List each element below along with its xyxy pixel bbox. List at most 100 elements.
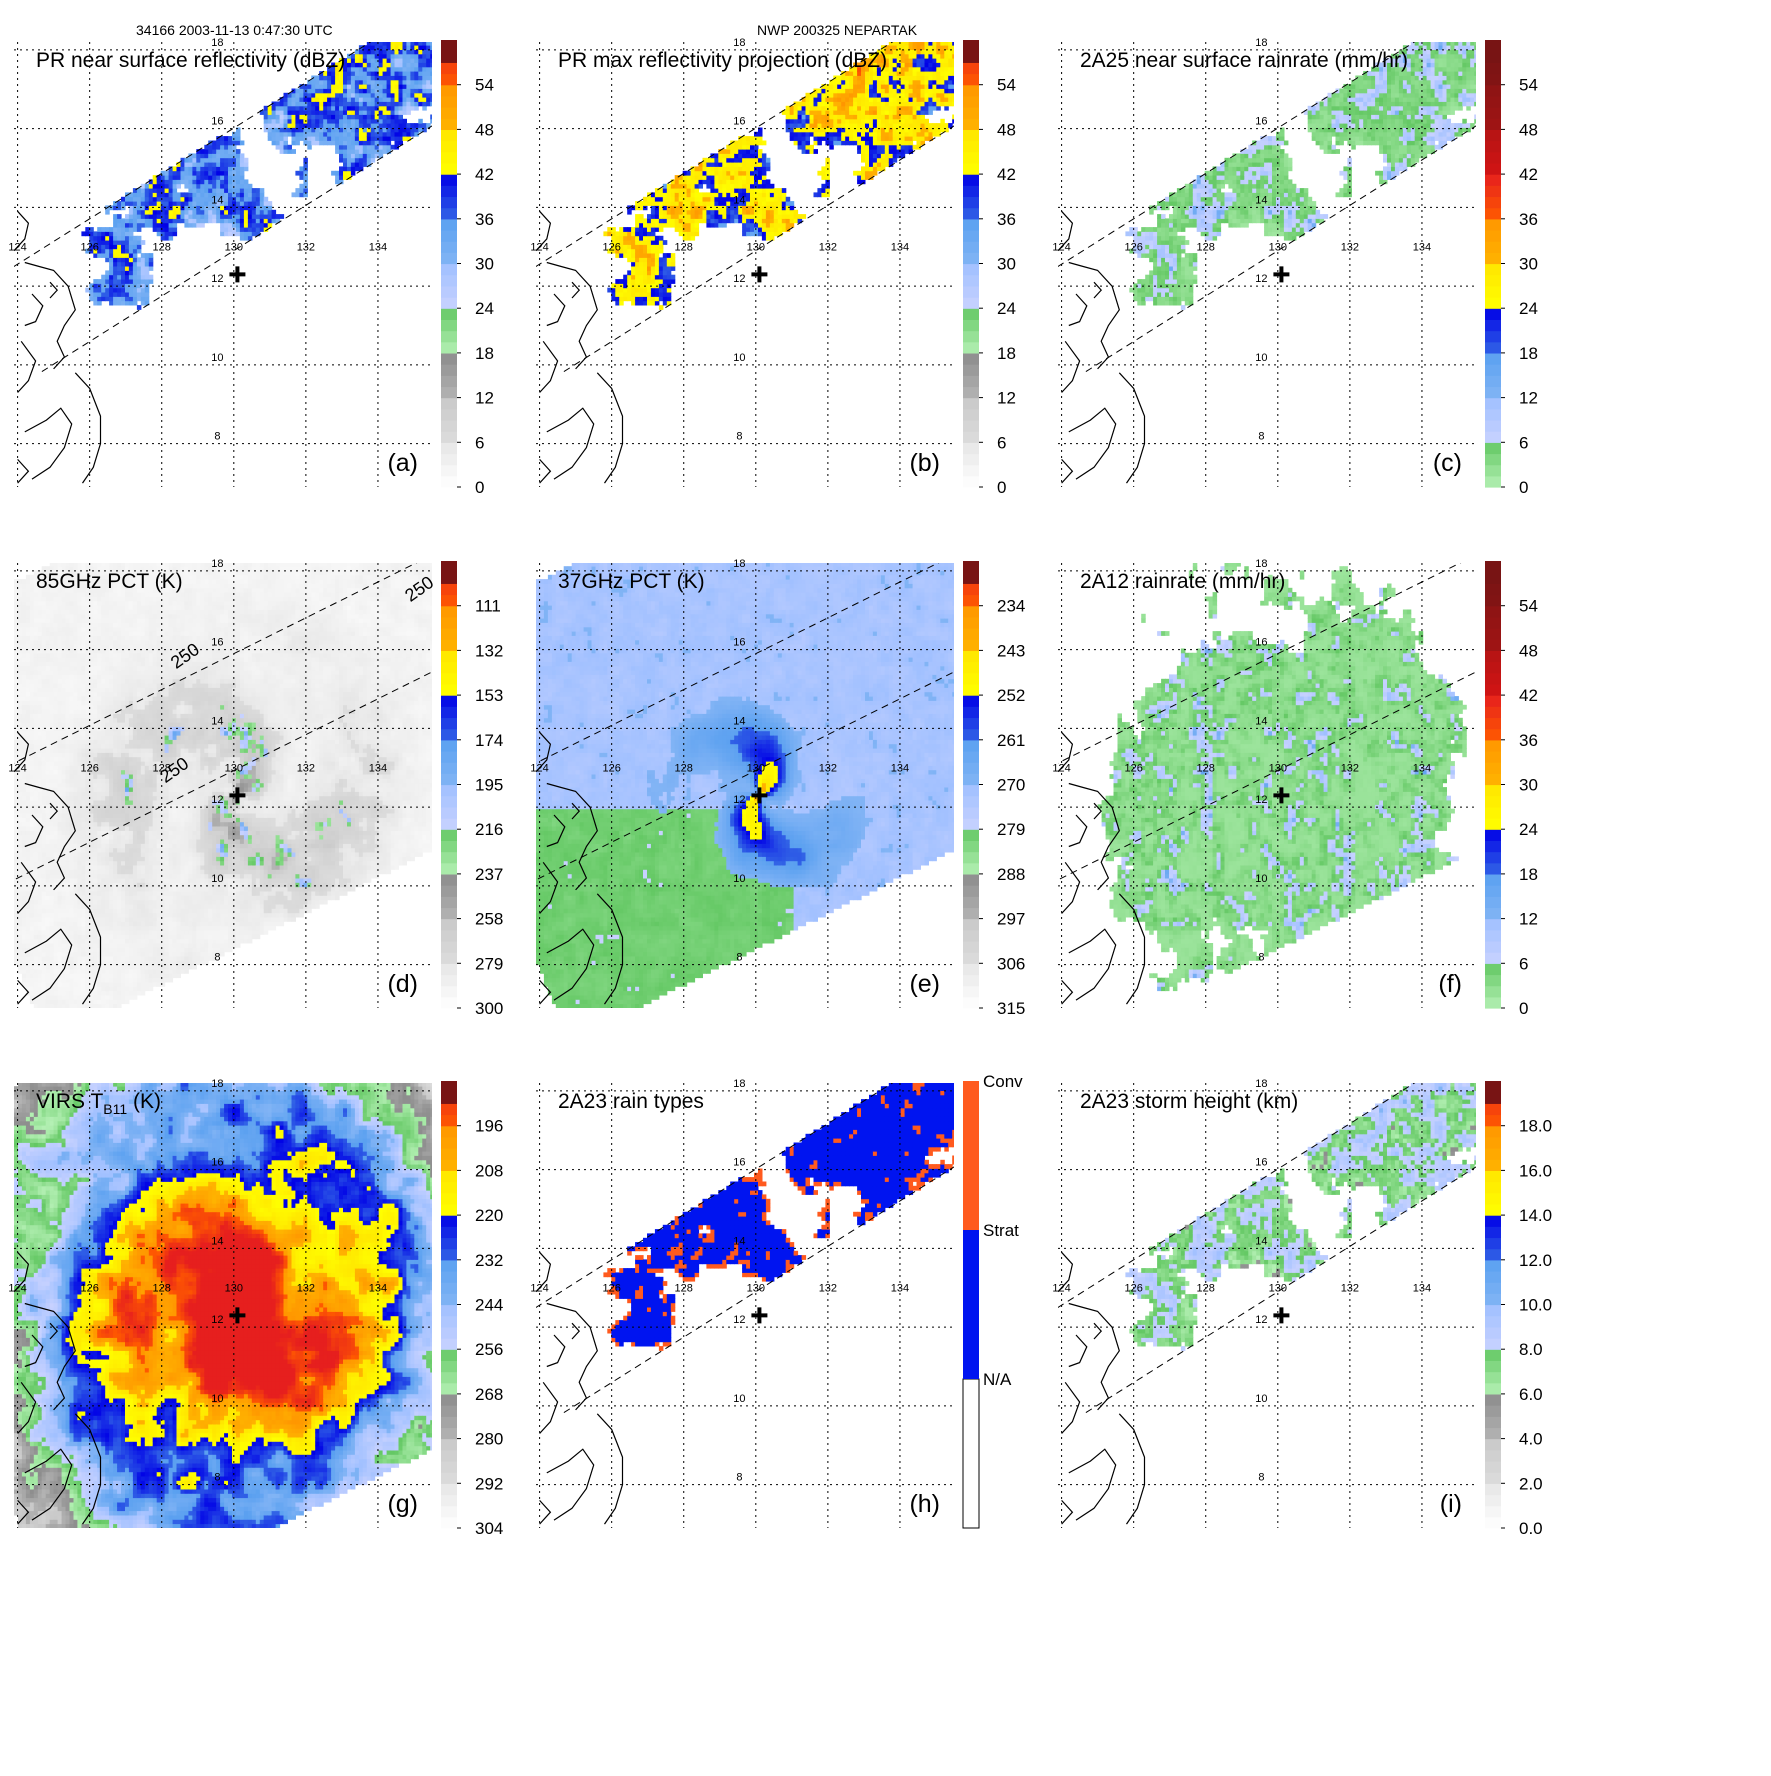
swath-cell <box>1272 179 1277 184</box>
swath-cell <box>905 58 910 63</box>
swath-cell <box>1252 171 1257 176</box>
colorbar-segment <box>441 275 457 287</box>
swath-cell <box>1260 171 1265 176</box>
swath-cell <box>145 275 150 280</box>
swath-cell <box>1415 136 1420 141</box>
swath-cell <box>909 110 914 115</box>
swath-cell <box>1185 214 1190 219</box>
swath-cell <box>857 145 862 150</box>
swath-cell <box>699 175 704 180</box>
swath-cell <box>220 149 225 154</box>
colorbar-segment <box>441 409 457 421</box>
swath-cell <box>1264 162 1269 167</box>
swath-cell <box>113 257 118 262</box>
swath-cell <box>347 132 352 137</box>
swath-cell <box>1403 162 1408 167</box>
swath-cell <box>1185 192 1190 197</box>
swath-cell <box>1339 93 1344 98</box>
swath-cell <box>1312 210 1317 215</box>
swath-cell <box>1244 197 1249 202</box>
swath-cell <box>1415 41 1420 46</box>
swath-cell <box>746 223 751 228</box>
swath-cell <box>184 214 189 219</box>
swath-cell <box>125 292 130 297</box>
swath-cell <box>928 102 933 107</box>
swath-cell <box>1280 175 1285 180</box>
swath-cell <box>181 171 186 176</box>
swath-cell <box>1209 231 1214 236</box>
swath-cell <box>1300 192 1305 197</box>
swath-cell <box>730 179 735 184</box>
swath-cell <box>881 119 886 124</box>
swath-cell <box>893 54 898 59</box>
swath-cell <box>952 102 957 107</box>
swath-cell <box>1367 141 1372 146</box>
swath-cell <box>1280 223 1285 228</box>
swath-cell <box>742 153 747 158</box>
swath-cell <box>137 275 142 280</box>
swath-cell <box>829 97 834 102</box>
swath-cell <box>691 227 696 232</box>
swath-cell <box>1383 110 1388 115</box>
swath-cell <box>129 231 134 236</box>
swath-b <box>603 41 956 310</box>
swath-cell <box>1411 76 1416 81</box>
swath-cell <box>710 192 715 197</box>
swath-cell <box>399 71 404 76</box>
swath-cell <box>1193 262 1198 267</box>
swath-cell <box>738 158 743 163</box>
swath-cell <box>917 136 922 141</box>
swath-cell <box>1296 227 1301 232</box>
coastline <box>572 282 579 298</box>
swath-cell <box>643 201 648 206</box>
swath-cell <box>395 119 400 124</box>
swath-cell <box>921 54 926 59</box>
swath-cell <box>1343 184 1348 189</box>
swath-cell <box>295 93 300 98</box>
swath-cell <box>861 89 866 94</box>
swath-cell <box>817 106 822 111</box>
swath-cell <box>1225 214 1230 219</box>
swath-cell <box>1256 145 1261 150</box>
swath-cell <box>121 296 126 301</box>
swath-cell <box>97 227 102 232</box>
swath-cell <box>319 93 324 98</box>
swath-cell <box>410 54 415 59</box>
swath-cell <box>141 301 146 306</box>
swath-cell <box>141 201 146 206</box>
swath-cell <box>655 236 660 241</box>
swath-cell <box>619 288 624 293</box>
swath-cell <box>627 292 632 297</box>
swath-cell <box>861 158 866 163</box>
swath-cell <box>893 80 898 85</box>
swath-cell <box>1407 158 1412 163</box>
swath-cell <box>1161 279 1166 284</box>
swath-cell <box>1264 171 1269 176</box>
swath-cell <box>331 80 336 85</box>
swath-cell <box>1225 166 1230 171</box>
swath-cell <box>869 132 874 137</box>
swath-cell <box>726 192 731 197</box>
swath-cell <box>687 175 692 180</box>
swath-cell <box>928 110 933 115</box>
swath-cell <box>742 188 747 193</box>
swath-cell <box>383 41 388 46</box>
swath-cell <box>1288 192 1293 197</box>
swath-cell <box>845 84 850 89</box>
swath-cell <box>1411 145 1416 150</box>
swath-cell <box>133 214 138 219</box>
swath-cell <box>1339 141 1344 146</box>
swath-cell <box>726 145 731 150</box>
swath-cell <box>667 218 672 223</box>
swath-cell <box>1391 145 1396 150</box>
swath-cell <box>770 218 775 223</box>
swath-cell <box>121 262 126 267</box>
swath-cell <box>379 97 384 102</box>
swath-cell <box>101 240 106 245</box>
swath-cell <box>873 106 878 111</box>
swath-cell <box>849 97 854 102</box>
swath-cell <box>418 41 423 46</box>
swath-cell <box>1403 115 1408 120</box>
swath-cell <box>810 149 815 154</box>
swath-cell <box>1375 97 1380 102</box>
